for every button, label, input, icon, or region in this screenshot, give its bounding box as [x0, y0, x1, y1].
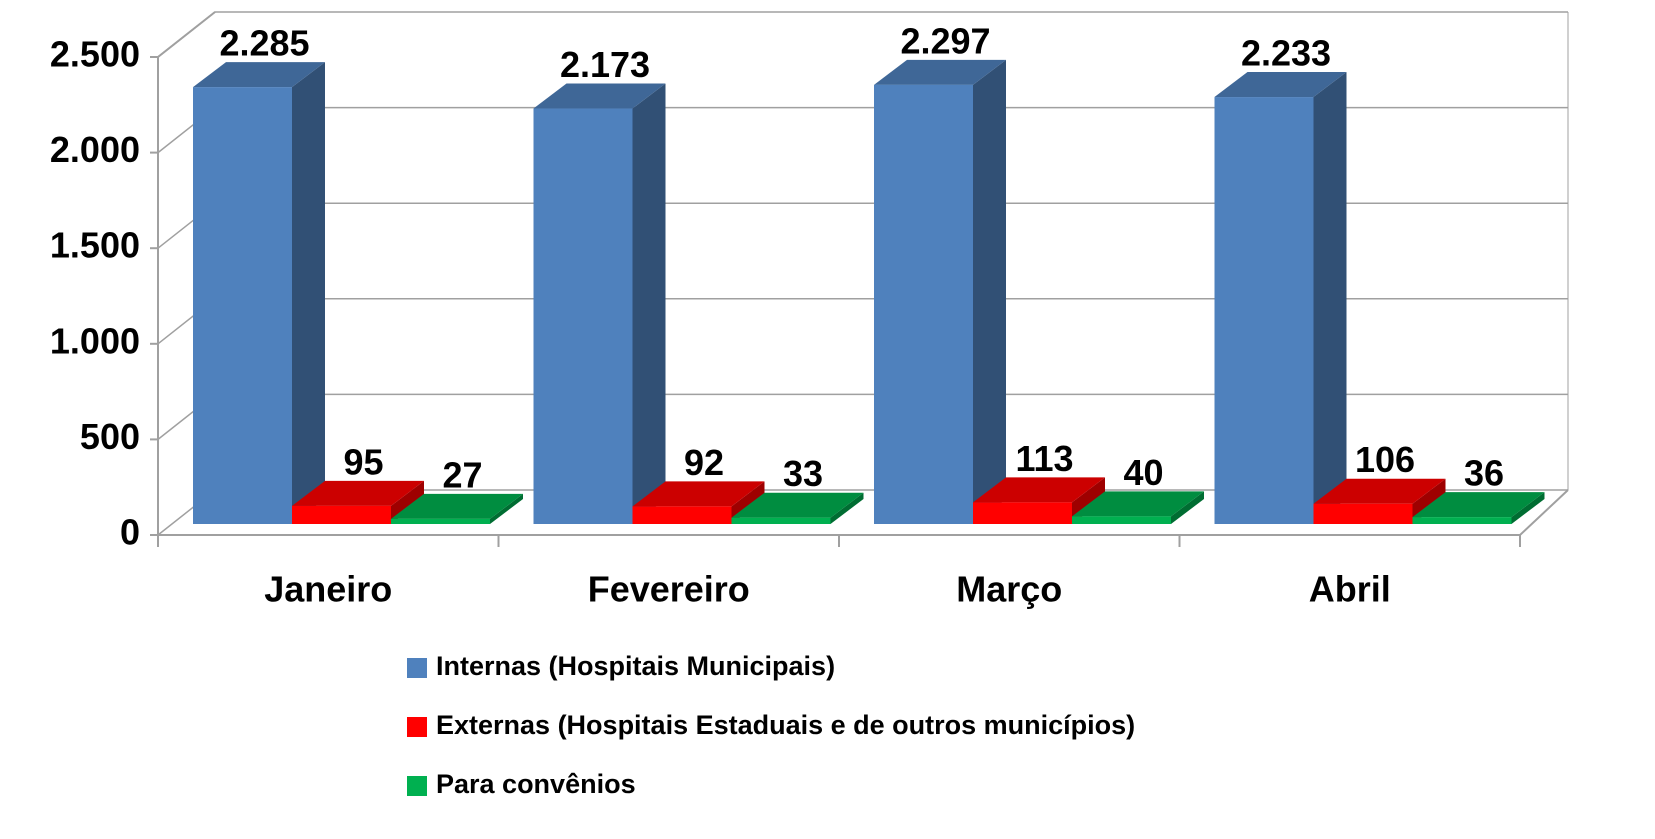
bar-top: [1214, 72, 1347, 98]
bar-top: [632, 481, 765, 507]
bar-side: [1511, 492, 1545, 524]
value-label: 92: [684, 442, 724, 483]
bar-front: [1072, 516, 1171, 524]
bar-front: [874, 84, 973, 524]
value-label: 27: [442, 454, 482, 495]
bar-front: [193, 87, 292, 524]
legend-swatch: [407, 717, 427, 737]
bar-side: [490, 493, 523, 524]
value-label: 2.233: [1241, 33, 1331, 74]
legend-label: Para convênios: [436, 769, 636, 799]
bar-side: [1313, 72, 1347, 524]
bar: [1072, 491, 1204, 524]
bar-front: [731, 517, 831, 524]
bar-side: [1171, 491, 1204, 524]
bar-front: [292, 505, 391, 524]
bar: [193, 62, 325, 524]
y-tick-label: 500: [80, 416, 140, 457]
x-tick-label: Janeiro: [264, 569, 392, 610]
value-label: 33: [783, 453, 823, 494]
value-label: 2.297: [900, 20, 990, 61]
bar-top: [533, 83, 666, 109]
bar-top: [391, 493, 523, 519]
bar: [391, 493, 523, 524]
bar-top: [1313, 478, 1446, 504]
grid-line: [157, 393, 1568, 440]
y-tick-label: 2.000: [50, 129, 140, 170]
bar-front: [533, 108, 633, 524]
bar-front: [632, 506, 732, 524]
y-tick-label: 2.500: [50, 34, 140, 75]
bar-front: [1214, 97, 1314, 524]
bar-side: [830, 492, 864, 524]
value-label: 40: [1123, 452, 1163, 493]
y-tick-label: 1.000: [50, 320, 140, 361]
bar-top: [973, 477, 1105, 503]
y-tick-label: 0: [120, 512, 140, 553]
bar: [973, 477, 1105, 524]
bar-top: [1072, 491, 1204, 517]
bar-side: [973, 59, 1006, 524]
legend-swatch: [407, 658, 427, 678]
legend-swatch: [407, 776, 427, 796]
bar: [731, 492, 864, 524]
value-label: 2.285: [219, 23, 309, 64]
bar-front: [973, 502, 1072, 524]
y-tick-label: 1.500: [50, 225, 140, 266]
bar-top: [731, 492, 864, 518]
grid-line: [157, 202, 1568, 249]
value-label: 36: [1464, 453, 1504, 494]
bar-top: [874, 59, 1006, 85]
x-tick-label: Abril: [1309, 569, 1391, 610]
x-tick-label: Fevereiro: [588, 569, 750, 610]
value-label: 106: [1355, 439, 1415, 480]
grid-line: [157, 11, 1568, 58]
bar-front: [391, 518, 490, 524]
bar-front: [1313, 503, 1413, 524]
bar: [1412, 492, 1545, 524]
bar: [874, 59, 1006, 524]
value-label: 113: [1015, 438, 1073, 479]
legend-label: Internas (Hospitais Municipais): [436, 651, 835, 681]
bar: [533, 83, 666, 524]
grid-line: [157, 106, 1568, 154]
bar: [1214, 72, 1347, 524]
legend-label: Externas (Hospitais Estaduais e de outro…: [436, 710, 1135, 740]
bar-side: [632, 83, 666, 524]
bar-top: [1412, 492, 1545, 518]
bar-front: [1412, 517, 1512, 524]
bar-top: [292, 480, 424, 506]
x-tick-label: Março: [956, 569, 1062, 610]
value-label: 95: [343, 441, 383, 482]
bar-top: [193, 62, 325, 88]
value-label: 2.173: [560, 44, 650, 85]
grid-line: [157, 298, 1568, 345]
bar-side: [292, 62, 325, 524]
